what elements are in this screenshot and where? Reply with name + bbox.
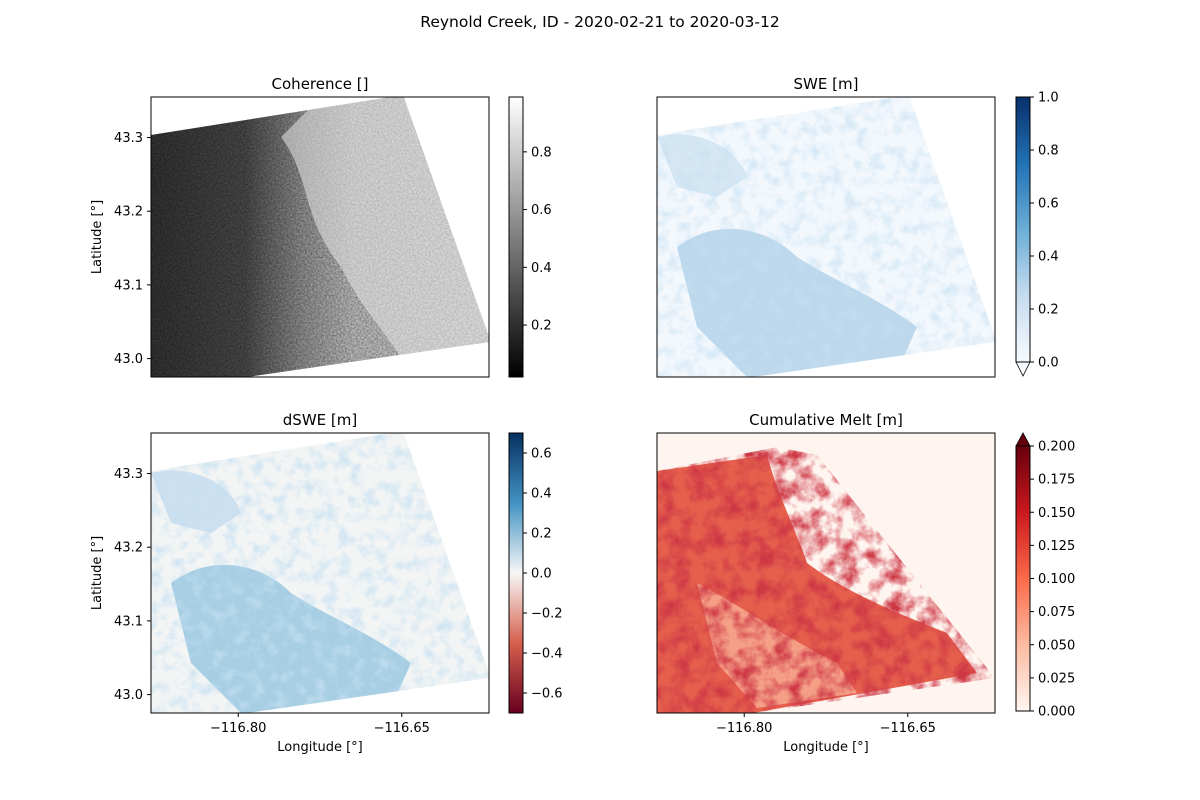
colorbar-frame [508, 96, 524, 378]
plot-frame [656, 96, 996, 378]
colorbar-tick-label: 0.8 [1038, 144, 1059, 159]
y-tick-label: 43.2 [114, 541, 143, 556]
y-tick-label: 43.1 [114, 614, 143, 629]
plot-frame [150, 432, 490, 714]
panel-dswe: dSWE [m] 43.0 43.1 43.2 43.3 −116.80 −116.65… [90, 411, 490, 755]
x-axis: −116.80 −116.65 [210, 713, 430, 736]
colorbar-tick-label: 0.2 [531, 527, 552, 542]
plot-frame [150, 96, 490, 378]
x-axis-label: Longitude [°] [783, 740, 868, 755]
colorbar-tick-label: 0.4 [531, 261, 552, 276]
colorbar-gradient [1016, 446, 1030, 711]
colorbar-tick-label: 0.000 [1038, 705, 1075, 720]
colorbar-tick-label: 0.100 [1038, 572, 1075, 587]
colorbar-tick-label: −0.6 [531, 687, 563, 702]
colorbar-dswe: −0.6 −0.4 −0.2 0.0 0.2 0.4 0.6 [508, 432, 563, 714]
x-tick-label: −116.65 [374, 721, 430, 736]
panel-title: Cumulative Melt [m] [749, 411, 903, 429]
colorbar-tick-label: 0.6 [1038, 197, 1059, 212]
y-axis: 43.0 43.1 43.2 43.3 [114, 467, 151, 703]
y-tick-label: 43.0 [114, 688, 143, 703]
colorbar-tick-label: 0.0 [1038, 356, 1059, 371]
colorbar-tick-label: 0.4 [1038, 250, 1059, 265]
colorbar-tick-label: 0.4 [531, 487, 552, 502]
x-axis: −116.80 −116.65 [716, 713, 936, 736]
colorbar-gradient [509, 433, 523, 713]
panel-title: dSWE [m] [283, 411, 357, 429]
colorbar-tick-label: 0.6 [531, 447, 552, 462]
colorbar-tick-label: 0.150 [1038, 506, 1075, 521]
y-tick-label: 43.3 [114, 131, 143, 146]
figure-title: Reynold Creek, ID - 2020-02-21 to 2020-0… [420, 13, 779, 31]
panel-coherence: Coherence [] 43.0 43.1 43.2 43.3 Latitude [… [90, 75, 490, 378]
y-axis-label: Latitude [°] [90, 200, 105, 274]
colorbar-gradient [509, 97, 523, 377]
panel-title: Coherence [] [272, 75, 369, 93]
colorbar-tick-label: 0.2 [531, 319, 552, 334]
colorbar-tick-label: 0.125 [1038, 539, 1075, 554]
x-axis-label: Longitude [°] [277, 740, 362, 755]
y-tick-label: 43.1 [114, 278, 143, 293]
y-tick-label: 43.2 [114, 205, 143, 220]
colorbar-coherence: 0.2 0.4 0.6 0.8 [508, 96, 552, 378]
colorbar-gradient [1016, 97, 1030, 362]
panel-title: SWE [m] [794, 75, 859, 93]
colorbar-tick-label: 0.6 [531, 203, 552, 218]
colorbar-tick-label: 0.2 [1038, 303, 1059, 318]
colorbar-tick-label: 1.0 [1038, 91, 1059, 106]
y-axis: 43.0 43.1 43.2 43.3 [114, 131, 151, 367]
colorbar-tick-label: 0.175 [1038, 473, 1075, 488]
colorbar-tick-label: −0.4 [531, 647, 563, 662]
y-axis-label: Latitude [°] [90, 536, 105, 610]
x-tick-label: −116.80 [716, 721, 772, 736]
colorbar-tick-label: 0.8 [531, 145, 552, 160]
colorbar-frame [1015, 96, 1031, 363]
y-tick-label: 43.3 [114, 467, 143, 482]
y-tick-label: 43.0 [114, 352, 143, 367]
colorbar-extend-arrow [1015, 432, 1031, 447]
panel-swe: SWE [m] [656, 75, 996, 378]
colorbar-extend-arrow [1015, 361, 1031, 377]
colorbar-tick-label: 0.075 [1038, 605, 1075, 620]
colorbar-tick-label: 0.0 [531, 567, 552, 582]
x-tick-label: −116.65 [880, 721, 936, 736]
panel-melt: Cumulative Melt [m] −116.80 −116.65 Longi… [656, 411, 996, 755]
colorbar-tick-label: 0.050 [1038, 638, 1075, 653]
plot-frame [656, 432, 996, 714]
colorbar-swe: 0.0 0.2 0.4 0.6 0.8 1.0 [1015, 91, 1059, 377]
colorbar-tick-label: 0.025 [1038, 671, 1075, 686]
colorbar-tick-label: 0.200 [1038, 440, 1075, 455]
x-tick-label: −116.80 [210, 721, 266, 736]
colorbar-melt: 0.000 0.025 0.050 0.075 0.100 0.125 0.150 0.175… [1015, 432, 1075, 720]
colorbar-tick-label: −0.2 [531, 607, 563, 622]
